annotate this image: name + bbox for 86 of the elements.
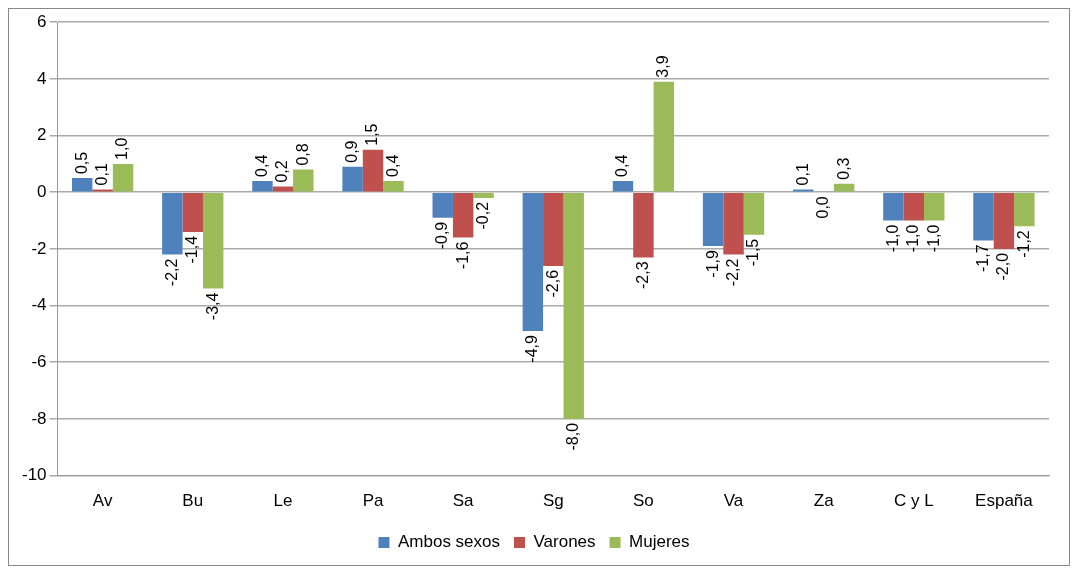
bar: [162, 192, 183, 255]
data-label: -0,9: [433, 221, 451, 250]
y-tick-label: 2: [37, 125, 47, 145]
data-label: -2,2: [162, 258, 180, 287]
data-label: -1,0: [883, 224, 901, 253]
data-label: -1,9: [703, 249, 721, 278]
data-label: -2,2: [723, 258, 741, 287]
bar: [723, 192, 744, 255]
x-tick-label: Av: [92, 491, 113, 511]
x-tick-label: So: [633, 491, 654, 511]
x-tick-label: Va: [723, 491, 744, 511]
data-label: 0,4: [613, 154, 631, 177]
bar: [563, 192, 584, 419]
data-label: -1,2: [1014, 230, 1032, 258]
data-label: 0,8: [293, 143, 311, 166]
data-label: 0,1: [93, 163, 111, 186]
bar: [883, 192, 904, 221]
data-label: -0,2: [473, 201, 491, 230]
data-label: 1,0: [113, 137, 131, 160]
bar: [522, 192, 544, 332]
data-label: -2,0: [994, 252, 1012, 281]
data-label: -1,0: [924, 224, 942, 253]
bar: [633, 192, 654, 258]
data-label: -1,7: [973, 244, 991, 272]
x-tick-label: Sa: [452, 491, 475, 511]
bar: [252, 180, 273, 192]
bar: [702, 192, 724, 247]
data-label: -4,9: [523, 334, 541, 363]
legend-label: Varones: [533, 532, 596, 552]
data-label: 0,2: [273, 160, 291, 183]
data-label: -3,4: [203, 292, 221, 321]
data-label: -1,6: [453, 241, 471, 270]
bar: [71, 178, 93, 192]
data-label: -8,0: [564, 422, 582, 451]
x-tick-label: Sg: [542, 491, 564, 511]
y-tick-label: -4: [31, 295, 47, 315]
bar: [993, 192, 1015, 249]
data-label: 1,5: [363, 123, 381, 146]
x-tick-label: Za: [813, 491, 835, 511]
y-tick-label: 0: [37, 181, 47, 201]
bar: [743, 192, 765, 235]
bar: [543, 192, 564, 266]
y-tick-label: -8: [31, 408, 47, 428]
bar: [182, 192, 203, 232]
bar: [112, 163, 134, 192]
bar: [1014, 192, 1035, 227]
data-label: 0,4: [383, 154, 401, 177]
bar: [793, 189, 814, 192]
x-tick-label: Le: [273, 491, 293, 511]
data-label: 0,3: [834, 157, 852, 180]
data-label: -2,6: [543, 269, 561, 298]
data-label: -1,5: [744, 238, 762, 267]
bar: [473, 192, 494, 198]
y-tick-label: 6: [37, 11, 47, 31]
x-tick-label: C y L: [893, 491, 934, 511]
bar: [452, 192, 474, 238]
data-label: 0,0: [814, 196, 832, 219]
bar: [202, 192, 224, 289]
x-tick-label: Pa: [362, 491, 384, 511]
data-label: -1,4: [183, 235, 201, 264]
bar: [653, 81, 675, 192]
x-tick-label: Bu: [182, 491, 204, 511]
bar: [342, 166, 363, 192]
bar: [362, 149, 384, 192]
bar: [924, 192, 945, 221]
bar: [293, 169, 314, 192]
bar: [973, 192, 994, 241]
bar: [432, 192, 453, 218]
data-label: -2,3: [633, 261, 651, 289]
x-tick-label: España: [975, 491, 1034, 511]
bar: [903, 192, 925, 221]
y-tick-label: -10: [21, 465, 47, 485]
bar: [612, 180, 634, 192]
bar: [383, 180, 404, 192]
y-tick-label: -2: [31, 238, 47, 258]
y-tick-label: 4: [37, 68, 47, 88]
data-label: 3,9: [654, 55, 672, 78]
y-tick-label: -6: [31, 351, 47, 371]
data-label: 0,9: [343, 140, 360, 163]
data-label: 0,1: [793, 163, 811, 186]
data-label: 0,5: [72, 151, 90, 175]
data-label: 0,4: [252, 154, 270, 177]
legend-label: Mujeres: [629, 532, 690, 552]
data-label: -1,0: [904, 224, 922, 253]
bar: [92, 189, 113, 192]
legend-label: Ambos sexos: [397, 532, 501, 552]
